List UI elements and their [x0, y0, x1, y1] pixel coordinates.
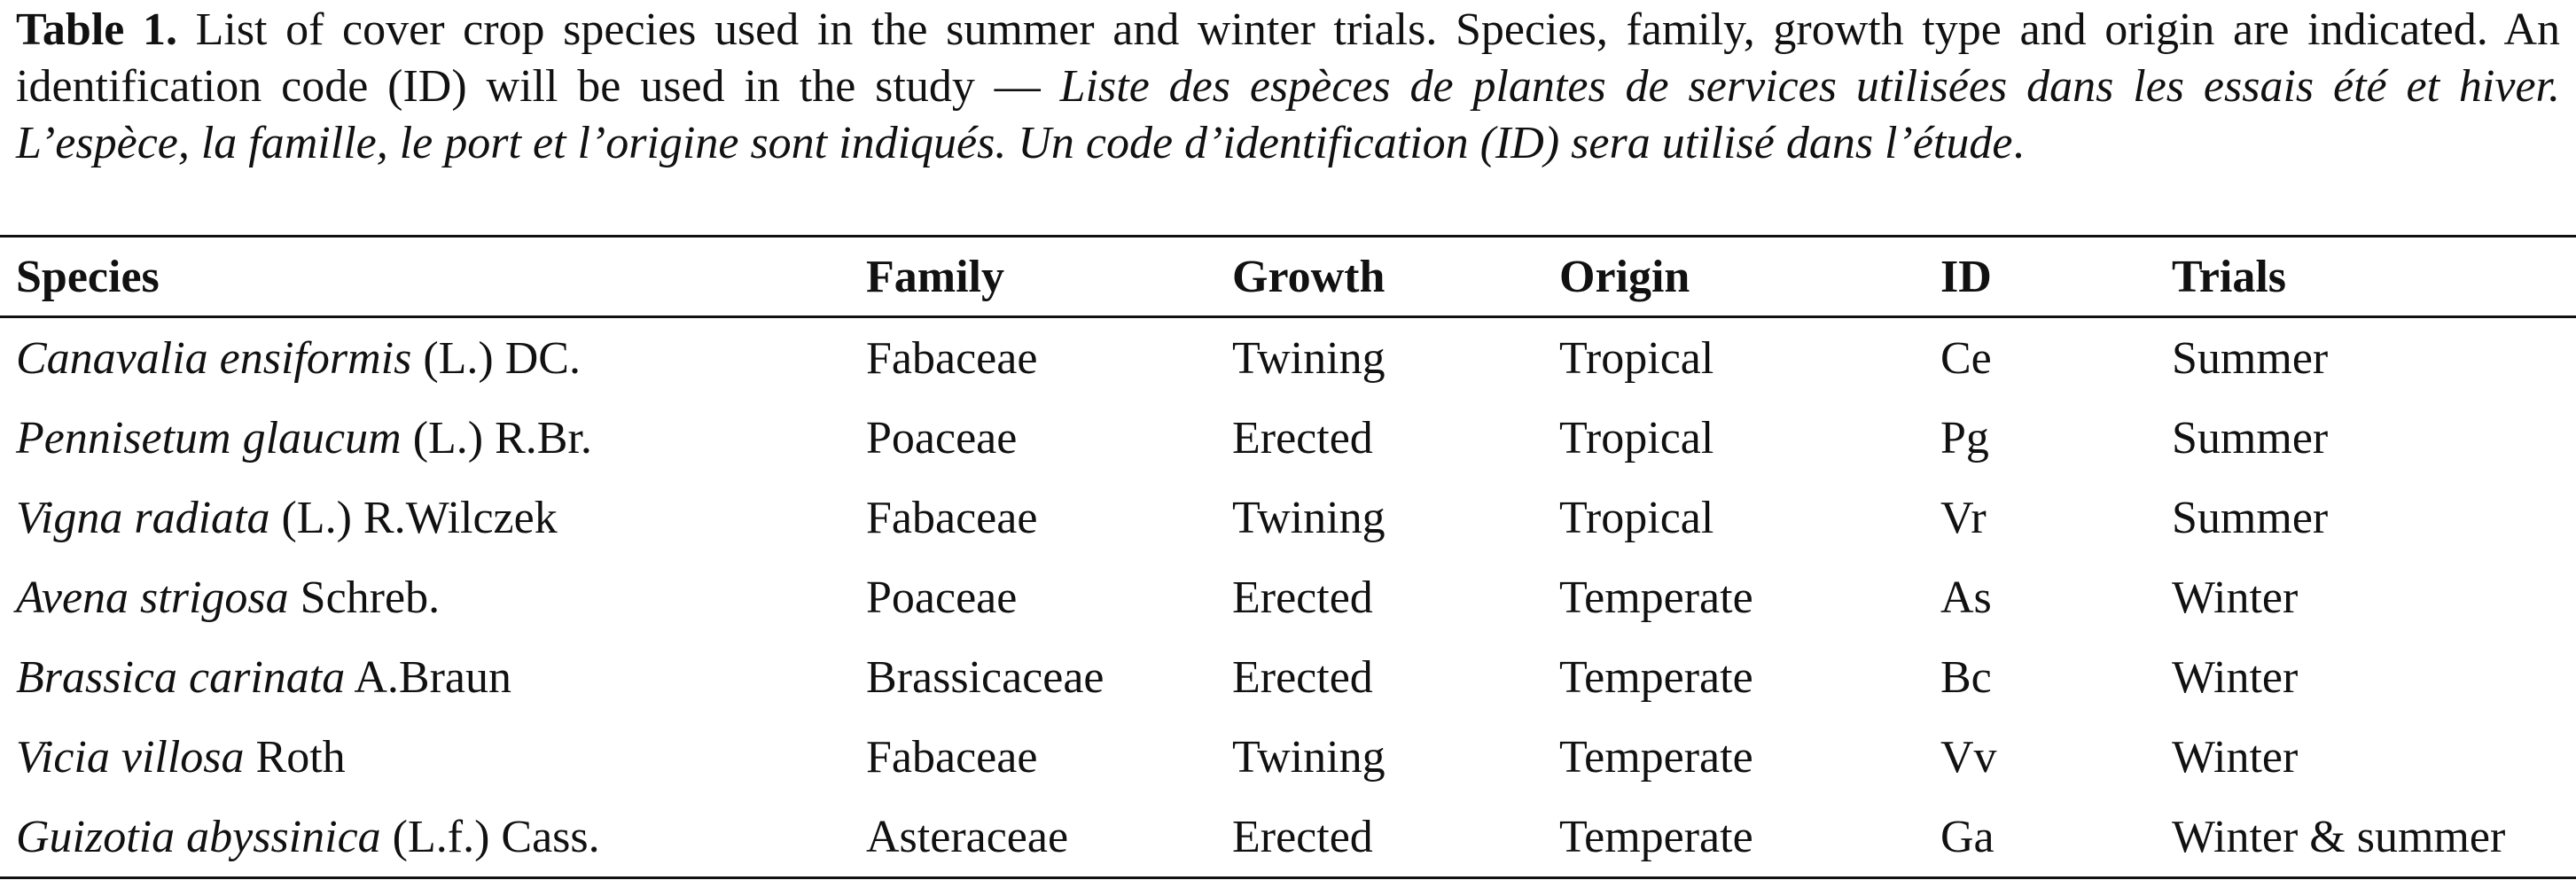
table-cell: Winter & summer — [2172, 811, 2506, 862]
table-cell: Temperate — [1559, 731, 1753, 783]
table-cell: Erected — [1232, 572, 1373, 623]
species-authority: A.Braun — [354, 651, 511, 703]
table-cell: Summer — [2172, 492, 2329, 543]
table-cell: Temperate — [1559, 572, 1753, 623]
table-cell: Twining — [1232, 492, 1386, 543]
table-cell: Tropical — [1559, 332, 1714, 384]
header-cell: Species — [0, 236, 866, 318]
table-cell: As — [1940, 572, 1992, 623]
species-authority: (L.f.) Cass. — [392, 811, 600, 862]
table-cell: Vr — [1940, 492, 1987, 543]
table-row: Vicia villosa Roth Fabaceae Twining Tempera… — [0, 717, 2576, 797]
table-row: Avena strigosa Schreb. Poaceae Erected Temp… — [0, 557, 2576, 637]
header-cell: Family — [866, 236, 1232, 318]
species-cell: Brassica carinata A.Braun — [0, 637, 866, 717]
species-cell: Avena strigosa Schreb. — [0, 557, 866, 637]
table-cell: Twining — [1232, 731, 1386, 783]
caption-text: List of cover crop species used in the s… — [16, 4, 2561, 112]
table-row: Canavalia ensiformis (L.) DC. Fabaceae Twi… — [0, 317, 2576, 399]
species-name: Pennisetum glaucum — [16, 412, 402, 463]
species-name: Canavalia ensiformis — [16, 332, 412, 384]
table-cell: Temperate — [1559, 651, 1753, 703]
caption-translation: Liste des espèces de plantes de services… — [16, 61, 2561, 168]
caption-label: Table 1. — [16, 4, 177, 55]
table-cell: Winter — [2172, 572, 2299, 623]
table-cell: Vv — [1940, 731, 1997, 783]
table-cell: Winter — [2172, 731, 2299, 783]
species-cell: Vigna radiata (L.) R.Wilczek — [0, 478, 866, 557]
table-row: Pennisetum glaucum (L.) R.Br. Poaceae Erec… — [0, 398, 2576, 478]
species-name: Brassica carinata — [16, 651, 346, 703]
species-name: Avena strigosa — [16, 572, 289, 623]
table-cell: Tropical — [1559, 492, 1714, 543]
species-cell: Guizotia abyssinica (L.f.) Cass. — [0, 797, 866, 878]
table-cell: Summer — [2172, 412, 2329, 463]
table-cell: Temperate — [1559, 811, 1753, 862]
header-cell: Growth — [1232, 236, 1559, 318]
table-cell: Erected — [1232, 811, 1373, 862]
table-cell: Pg — [1940, 412, 1989, 463]
table-cell: Poaceae — [866, 412, 1018, 463]
table: Species Family Growth Origin ID Trials Canava… — [0, 235, 2576, 879]
table-cell: Tropical — [1559, 412, 1714, 463]
table-cell: Ga — [1940, 811, 1994, 862]
table-cell: Ce — [1940, 332, 1992, 384]
table-cell: Winter — [2172, 651, 2299, 703]
caption: Table 1. List of cover crop species used… — [16, 4, 2561, 168]
species-cell: Canavalia ensiformis (L.) DC. — [0, 317, 866, 399]
species-authority: (L.) R.Br. — [412, 412, 592, 463]
species-authority: Schreb. — [300, 572, 441, 623]
table-cell: Poaceae — [866, 572, 1018, 623]
table-cell: Fabaceae — [866, 731, 1038, 783]
species-authority: (L.) DC. — [423, 332, 581, 384]
species-name: Vigna radiata — [16, 492, 270, 543]
table-cell: Bc — [1940, 651, 1992, 703]
species-name: Vicia villosa — [16, 731, 245, 783]
header-cell: Trials — [2172, 236, 2576, 318]
table-cell: Erected — [1232, 412, 1373, 463]
table-cell: Brassicaceae — [866, 651, 1105, 703]
table-cell: Erected — [1232, 651, 1373, 703]
table-cell: Fabaceae — [866, 492, 1038, 543]
header-cell: Origin — [1559, 236, 1940, 318]
table-row: Guizotia abyssinica (L.f.) Cass. Asterace… — [0, 797, 2576, 878]
species-name: Guizotia abyssinica — [16, 811, 381, 862]
table-cell: Summer — [2172, 332, 2329, 384]
species-authority: Roth — [255, 731, 346, 783]
species-cell: Pennisetum glaucum (L.) R.Br. — [0, 398, 866, 478]
species-cell: Vicia villosa Roth — [0, 717, 866, 797]
header-cell: ID — [1940, 236, 2172, 318]
table-row: Vigna radiata (L.) R.Wilczek Fabaceae Twin… — [0, 478, 2576, 557]
header-row: Species Family Growth Origin ID Trials — [0, 236, 2576, 318]
table-row: Brassica carinata A.Braun Brassicaceae Ere… — [0, 637, 2576, 717]
species-authority: (L.) R.Wilczek — [281, 492, 558, 543]
table-cell: Twining — [1232, 332, 1386, 384]
table-body: Canavalia ensiformis (L.) DC. Fabaceae Twi… — [0, 317, 2576, 878]
table-cell: Asteraceae — [866, 811, 1069, 862]
table-cell: Fabaceae — [866, 332, 1038, 384]
